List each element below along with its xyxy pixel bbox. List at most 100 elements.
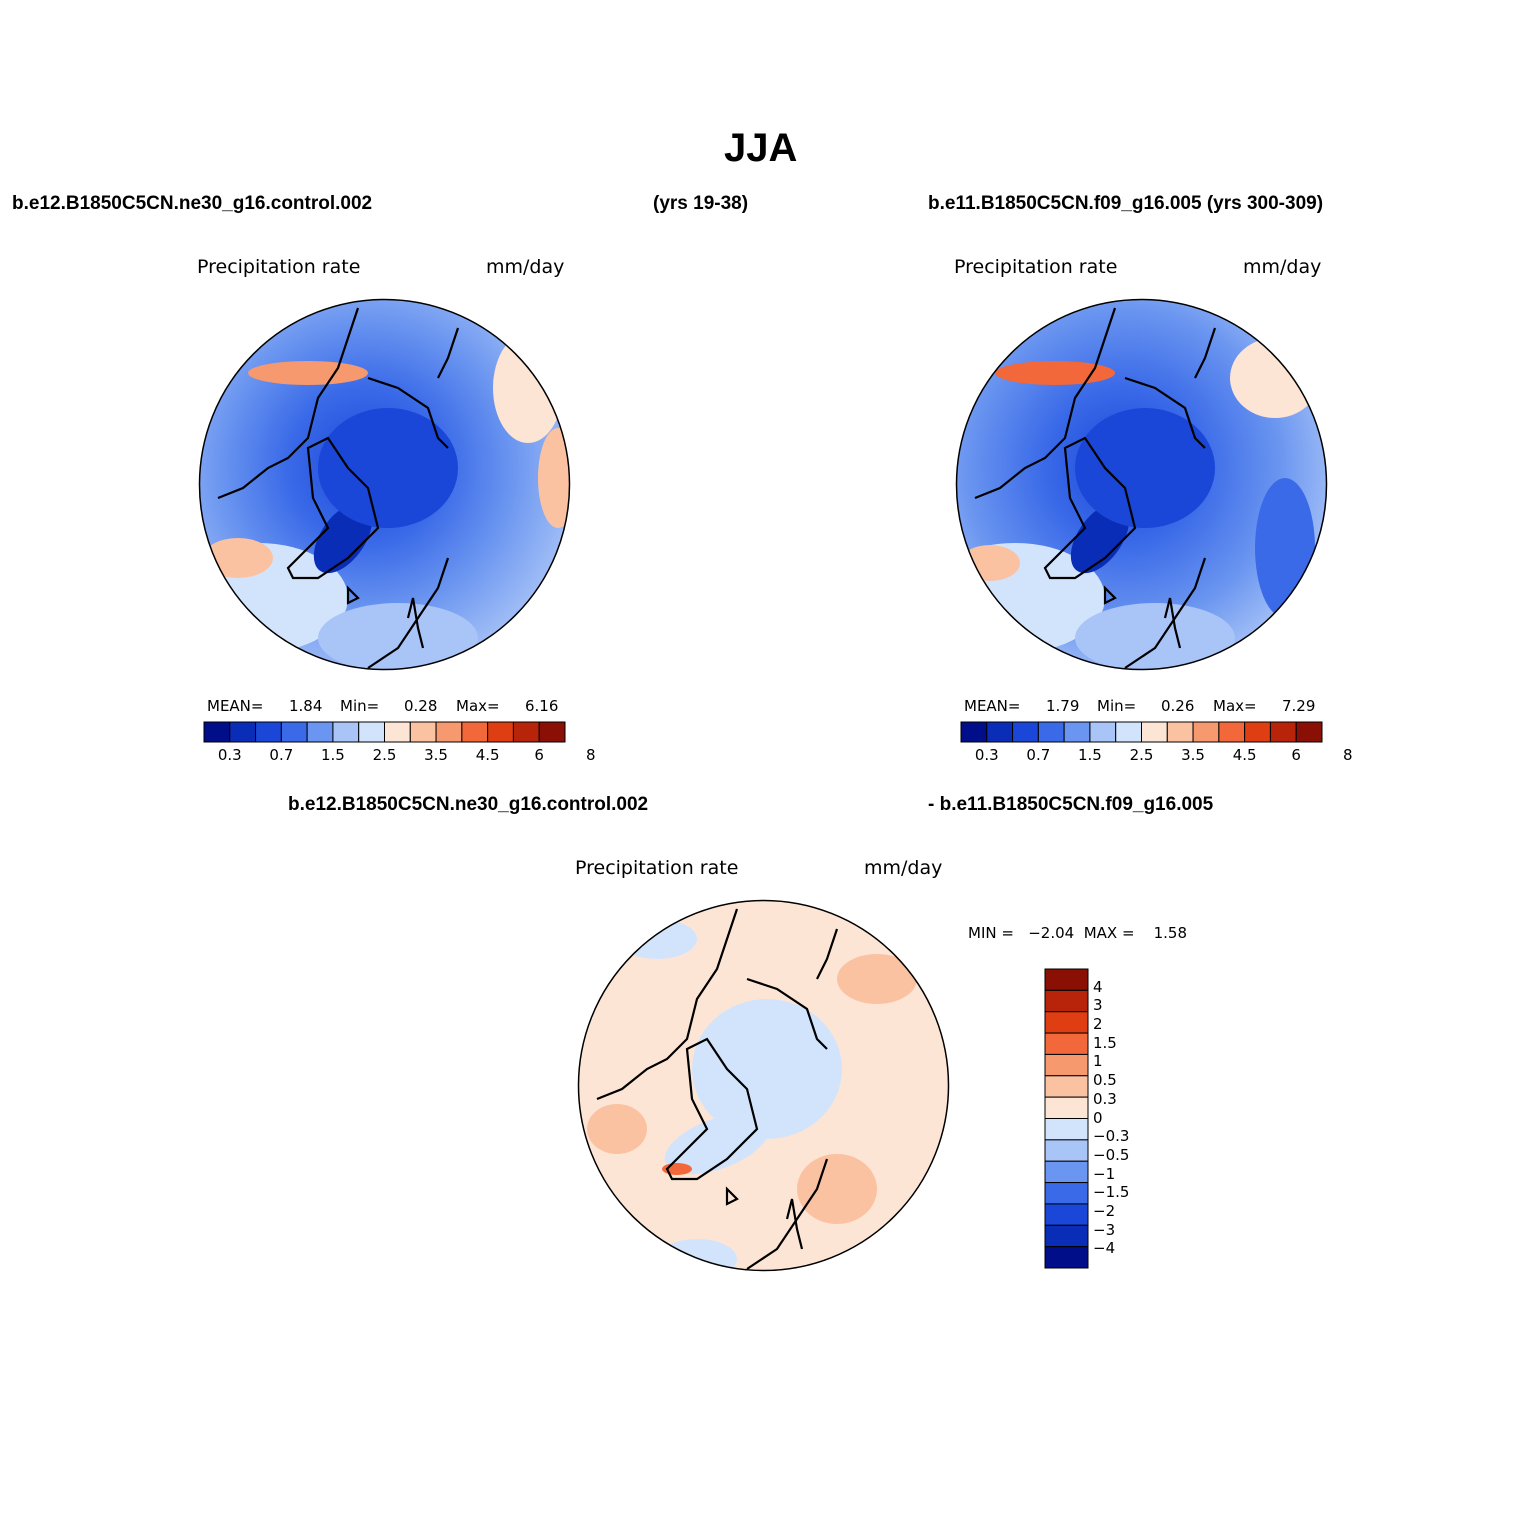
diff-colorbar-tick-label: −1.5	[1093, 1183, 1130, 1202]
top-right-case-name: b.e11.B1850C5CN.f09_g16.005 (yrs 300-309…	[928, 193, 1324, 214]
diff-colorbar-swatch-5	[1044, 1075, 1089, 1098]
panel2-variable: Precipitation rate	[954, 256, 1118, 278]
panel2-polar-map	[955, 298, 1328, 671]
panel2-colorbar-swatch-4	[1063, 721, 1091, 743]
diff-case-b: - b.e11.B1850C5CN.f09_g16.005	[928, 794, 1214, 815]
diff-colorbar-swatch-0	[1044, 968, 1089, 991]
panel2-colorbar-swatch-3	[1037, 721, 1065, 743]
diff-colorbar-swatch-6	[1044, 1096, 1089, 1119]
panel2-colorbar-tick-label: 3.5	[1181, 746, 1205, 764]
panel1-colorbar-swatch-1	[229, 721, 257, 743]
diff-colorbar-swatch-12	[1044, 1224, 1089, 1248]
diff-colorbar-tick-label: 0	[1093, 1108, 1103, 1127]
panel1-mean-label: MEAN=	[207, 697, 264, 715]
diff-colorbar-swatch-7	[1044, 1118, 1089, 1141]
panel2-colorbar-tick-label: 4.5	[1232, 746, 1257, 764]
panel2-colorbar-swatch-1	[986, 721, 1014, 743]
panel2-colorbar-swatch-12	[1269, 721, 1297, 743]
diff-colorbar-tick-label: 0.3	[1093, 1089, 1117, 1108]
panel2-colorbar-swatch-8	[1166, 721, 1194, 743]
panel2-colorbar-tick-label: 8	[1343, 746, 1353, 764]
panel1-colorbar-swatch-7	[384, 721, 411, 743]
panel2-colorbar-swatch-9	[1192, 721, 1220, 743]
top-left-years: (yrs 19-38)	[653, 193, 749, 214]
diff-colorbar	[1044, 968, 1089, 1269]
panel1-colorbar-swatch-4	[306, 721, 334, 743]
panel1-colorbar-tick-label: 6	[534, 746, 544, 764]
diff-colorbar-swatch-3	[1044, 1032, 1089, 1055]
diff-colorbar-tick-label: 0.5	[1093, 1071, 1117, 1090]
diff-colorbar-swatch-11	[1044, 1203, 1089, 1226]
diff-colorbar-swatch-8	[1044, 1139, 1089, 1162]
panel1-max-value: 6.16	[525, 697, 559, 715]
panel1-colorbar-swatch-9	[435, 721, 463, 743]
panel2-colorbar-swatch-0	[960, 721, 988, 743]
panel2-colorbar-tick-label: 6	[1291, 746, 1301, 764]
panel1-colorbar-swatch-11	[487, 721, 514, 743]
panel1-colorbar-swatch-0	[203, 721, 231, 743]
panel2-min-label: Min=	[1097, 697, 1137, 715]
panel1-colorbar	[203, 721, 566, 743]
panel1-colorbar-swatch-12	[512, 721, 540, 743]
diff-colorbar-tick-label: −3	[1093, 1220, 1116, 1239]
panel2-colorbar-swatch-10	[1218, 721, 1246, 743]
panel1-variable: Precipitation rate	[197, 256, 361, 278]
panel2-colorbar-tick-label: 1.5	[1077, 746, 1102, 764]
panel1-colorbar-swatch-6	[358, 721, 386, 743]
panel2-max-label: Max=	[1213, 697, 1257, 715]
panel1-colorbar-tick-label: 0.7	[269, 746, 294, 764]
panel2-colorbar-ticks: 0.3 0.7 1.5 2.5 3.5 4.5 6 8	[961, 746, 1353, 766]
diff-minmax: MIN = −2.04 MAX = 1.58	[968, 924, 1188, 942]
diff-colorbar-tick-label: −0.5	[1093, 1145, 1130, 1164]
panel1-colorbar-tick-label: 8	[586, 746, 596, 764]
panel1-min-value: 0.28	[404, 697, 438, 715]
panel2-colorbar-swatch-6	[1115, 721, 1143, 743]
panel1-polar-map	[198, 298, 571, 671]
panel2-units: mm/day	[1243, 256, 1322, 278]
figure-title: JJA	[724, 126, 798, 170]
panel1-colorbar-tick-label: 4.5	[475, 746, 500, 764]
panel1-colorbar-ticks: 0.3 0.7 1.5 2.5 3.5 4.5 6 8	[204, 746, 596, 766]
diff-colorbar-swatch-9	[1044, 1160, 1089, 1184]
panel1-colorbar-swatch-13	[538, 721, 566, 743]
diff-colorbar-tick-label: 4	[1093, 977, 1103, 996]
panel1-colorbar-tick-label: 1.5	[320, 746, 345, 764]
diff-colorbar-swatch-2	[1044, 1011, 1089, 1034]
diff-variable: Precipitation rate	[575, 857, 739, 879]
panel2-mean-label: MEAN=	[964, 697, 1021, 715]
diff-colorbar-tick-label: −2	[1093, 1201, 1116, 1220]
panel1-colorbar-swatch-10	[461, 721, 489, 743]
diff-colorbar-tick-label: 2	[1093, 1015, 1103, 1034]
diff-colorbar-tick-label: 1	[1093, 1052, 1103, 1071]
panel2-mean-value: 1.79	[1046, 697, 1080, 715]
panel2-min-value: 0.26	[1161, 697, 1195, 715]
panel2-max-value: 7.29	[1282, 697, 1316, 715]
panel2-colorbar-tick-label: 2.5	[1129, 746, 1154, 764]
panel2-colorbar-tick-label: 0.7	[1026, 746, 1051, 764]
diff-polar-map	[577, 899, 950, 1272]
panel1-units: mm/day	[486, 256, 565, 278]
diff-units: mm/day	[864, 857, 943, 879]
diff-colorbar-ticks: 4 3 2 1.5 1 0.5 0.3 0 −0.3 −0.5 −1 −1.5 −2 −3 −4	[1093, 969, 1153, 1268]
panel2-colorbar-swatch-5	[1089, 721, 1117, 743]
diff-colorbar-tick-label: 3	[1093, 996, 1103, 1015]
panel1-colorbar-tick-label: 3.5	[424, 746, 448, 764]
panel1-min-label: Min=	[340, 697, 380, 715]
panel1-mean-value: 1.84	[289, 697, 323, 715]
diff-colorbar-tick-label: −1	[1093, 1164, 1116, 1183]
panel1-colorbar-tick-label: 0.3	[217, 746, 242, 764]
diff-colorbar-swatch-13	[1044, 1246, 1089, 1269]
panel1-colorbar-swatch-3	[280, 721, 308, 743]
diff-case-a: b.e12.B1850C5CN.ne30_g16.control.002	[288, 794, 649, 815]
panel1-colorbar-swatch-2	[255, 721, 282, 743]
diff-colorbar-swatch-10	[1044, 1182, 1089, 1205]
panel1-colorbar-tick-label: 2.5	[372, 746, 397, 764]
top-left-case-name: b.e12.B1850C5CN.ne30_g16.control.002	[12, 193, 373, 214]
diff-colorbar-swatch-4	[1044, 1053, 1089, 1077]
panel1-max-label: Max=	[456, 697, 500, 715]
diff-colorbar-tick-label: −4	[1093, 1239, 1116, 1258]
panel1-colorbar-swatch-5	[332, 721, 360, 743]
panel2-colorbar-tick-label: 0.3	[974, 746, 999, 764]
diff-colorbar-tick-label: −0.3	[1093, 1127, 1130, 1146]
diff-colorbar-swatch-1	[1044, 989, 1089, 1013]
